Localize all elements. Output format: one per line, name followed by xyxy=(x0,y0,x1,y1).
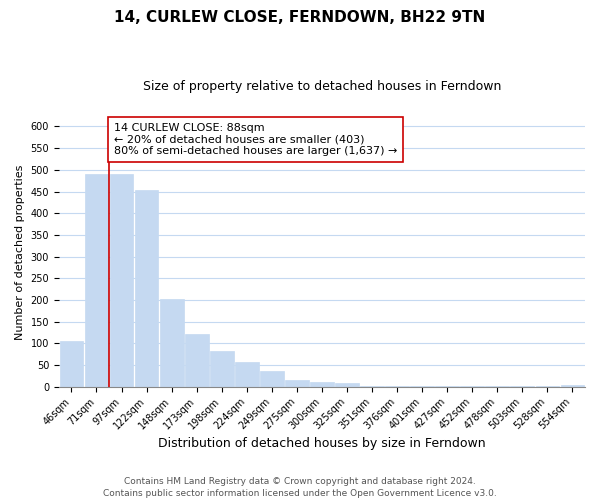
Bar xyxy=(560,384,584,386)
Bar xyxy=(185,334,209,386)
Bar xyxy=(285,380,309,386)
X-axis label: Distribution of detached houses by size in Ferndown: Distribution of detached houses by size … xyxy=(158,437,486,450)
Bar xyxy=(110,174,133,386)
Text: Contains HM Land Registry data © Crown copyright and database right 2024.
Contai: Contains HM Land Registry data © Crown c… xyxy=(103,476,497,498)
Title: Size of property relative to detached houses in Ferndown: Size of property relative to detached ho… xyxy=(143,80,501,93)
Bar xyxy=(85,174,109,386)
Bar xyxy=(335,383,359,386)
Bar xyxy=(260,370,284,386)
Bar xyxy=(310,382,334,386)
Text: 14 CURLEW CLOSE: 88sqm
← 20% of detached houses are smaller (403)
80% of semi-de: 14 CURLEW CLOSE: 88sqm ← 20% of detached… xyxy=(114,123,397,156)
Bar xyxy=(134,190,158,386)
Text: 14, CURLEW CLOSE, FERNDOWN, BH22 9TN: 14, CURLEW CLOSE, FERNDOWN, BH22 9TN xyxy=(115,10,485,25)
Bar xyxy=(235,362,259,386)
Bar xyxy=(210,350,233,386)
Y-axis label: Number of detached properties: Number of detached properties xyxy=(15,164,25,340)
Bar xyxy=(59,341,83,386)
Bar xyxy=(160,298,184,386)
